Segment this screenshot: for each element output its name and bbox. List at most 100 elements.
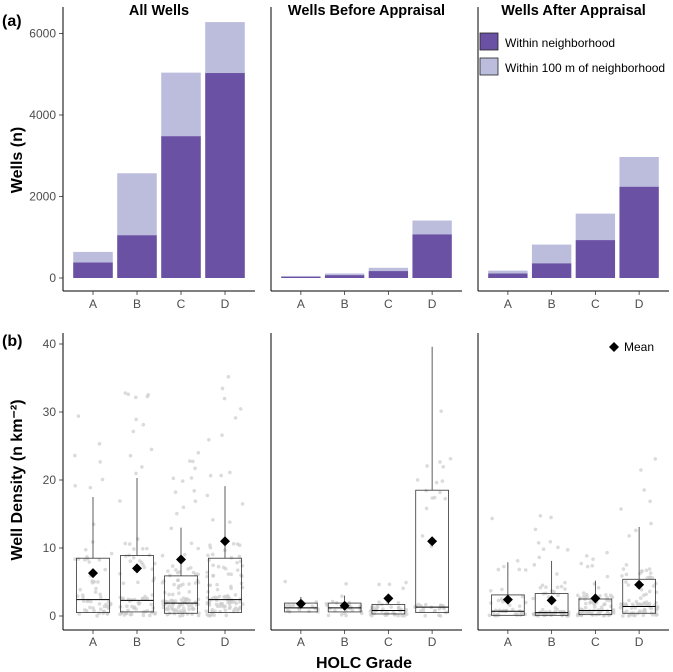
data-point [639,588,644,592]
data-point [148,613,152,618]
data-point [192,489,197,493]
data-point [297,607,302,612]
data-point [123,391,128,395]
data-point [597,612,601,617]
box [120,555,154,613]
mean-marker [427,536,438,547]
data-point [216,564,221,569]
data-point [205,493,210,498]
data-point [655,612,659,617]
data-point [654,581,658,586]
mean-marker [220,536,230,547]
data-point [582,594,586,599]
data-point [141,562,145,567]
data-point [531,612,536,616]
bar-within-100m [368,267,409,272]
mean-marker [88,568,98,579]
bar-within [281,276,321,278]
bottom-x-tick-label: D [221,635,230,649]
data-point [221,565,226,570]
data-point [372,611,377,616]
data-point [179,583,183,588]
top-x-tick-label: B [548,297,556,311]
data-point [419,603,423,608]
data-point [432,495,437,500]
data-point [141,422,146,427]
data-point [187,598,192,603]
data-point [181,606,186,610]
mean-marker [132,563,142,574]
data-point [98,592,102,597]
bar-within-100m [281,275,321,277]
data-point [627,534,631,538]
data-point [207,437,211,442]
data-point [607,612,612,617]
data-point [180,479,185,483]
data-point [441,603,445,608]
panel-label-b: (b) [2,333,22,350]
data-point [85,599,90,604]
data-point [78,587,83,592]
data-point [140,547,145,551]
data-point [150,609,155,614]
data-point [145,546,149,551]
bar-within-100m [619,156,659,187]
data-point [432,609,437,614]
data-point [648,571,653,575]
bottom-x-tick-label: B [341,635,349,649]
data-point [626,583,631,587]
data-point [648,499,652,504]
data-point [415,478,420,482]
data-point [220,433,224,438]
data-point [182,552,187,557]
data-point [620,574,624,578]
data-point [85,557,90,561]
data-point [226,595,231,599]
legend-label-within100: Within 100 m of neighborhood [505,61,665,75]
data-point [205,612,210,617]
data-point [181,505,186,510]
top-x-tick-label: A [297,297,305,311]
bottom-x-tick-label: C [177,635,186,649]
data-point [350,608,355,613]
top-x-tick-label: D [635,297,644,311]
data-point [533,527,538,532]
x-axis-title: HOLC Grade [316,655,412,672]
data-point [118,571,122,576]
data-point [624,580,628,584]
bar-within [161,136,201,278]
data-point [132,547,136,551]
bottom-y-axis-label: Well Density (n km⁻²) [9,399,26,560]
data-point [233,606,238,610]
bar-within [73,262,113,278]
bottom-x-tick-label: A [89,635,97,649]
data-point [125,604,129,609]
box-plot-panel: 0 10 20 30 40 A B C D A B C D A B C D [43,333,669,649]
data-point [129,598,134,602]
data-point [517,567,522,572]
data-point [510,607,515,612]
data-point [184,597,189,601]
bottom-x-tick-label: C [591,635,600,649]
box [208,557,242,614]
data-point [500,587,504,592]
data-point [211,573,215,578]
bar-within [575,240,616,278]
top-x-tick-label: A [504,297,512,311]
top-x-tick-label: B [341,297,349,311]
data-point [222,396,227,401]
data-point [169,526,174,531]
bar-within-100m [575,213,616,241]
mean-marker [502,594,513,605]
data-point [223,608,228,612]
data-point [549,515,553,520]
data-point [634,528,638,533]
data-point [136,580,140,585]
data-point [624,609,629,614]
bar-within [117,235,157,278]
mean-marker [634,579,645,590]
top-facet-title: Wells Before Appraisal [288,3,445,19]
data-point [134,417,138,422]
data-point [507,603,512,608]
data-point [644,568,649,573]
